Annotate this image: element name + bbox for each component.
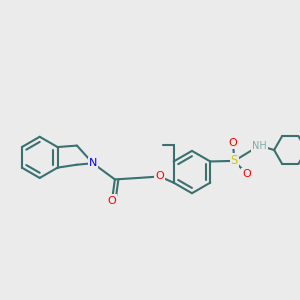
Text: O: O bbox=[108, 196, 116, 206]
Text: S: S bbox=[231, 154, 238, 167]
Text: O: O bbox=[155, 172, 164, 182]
Text: N: N bbox=[88, 158, 97, 168]
Text: NH: NH bbox=[252, 141, 267, 151]
Text: O: O bbox=[229, 138, 237, 148]
Text: O: O bbox=[242, 169, 251, 179]
